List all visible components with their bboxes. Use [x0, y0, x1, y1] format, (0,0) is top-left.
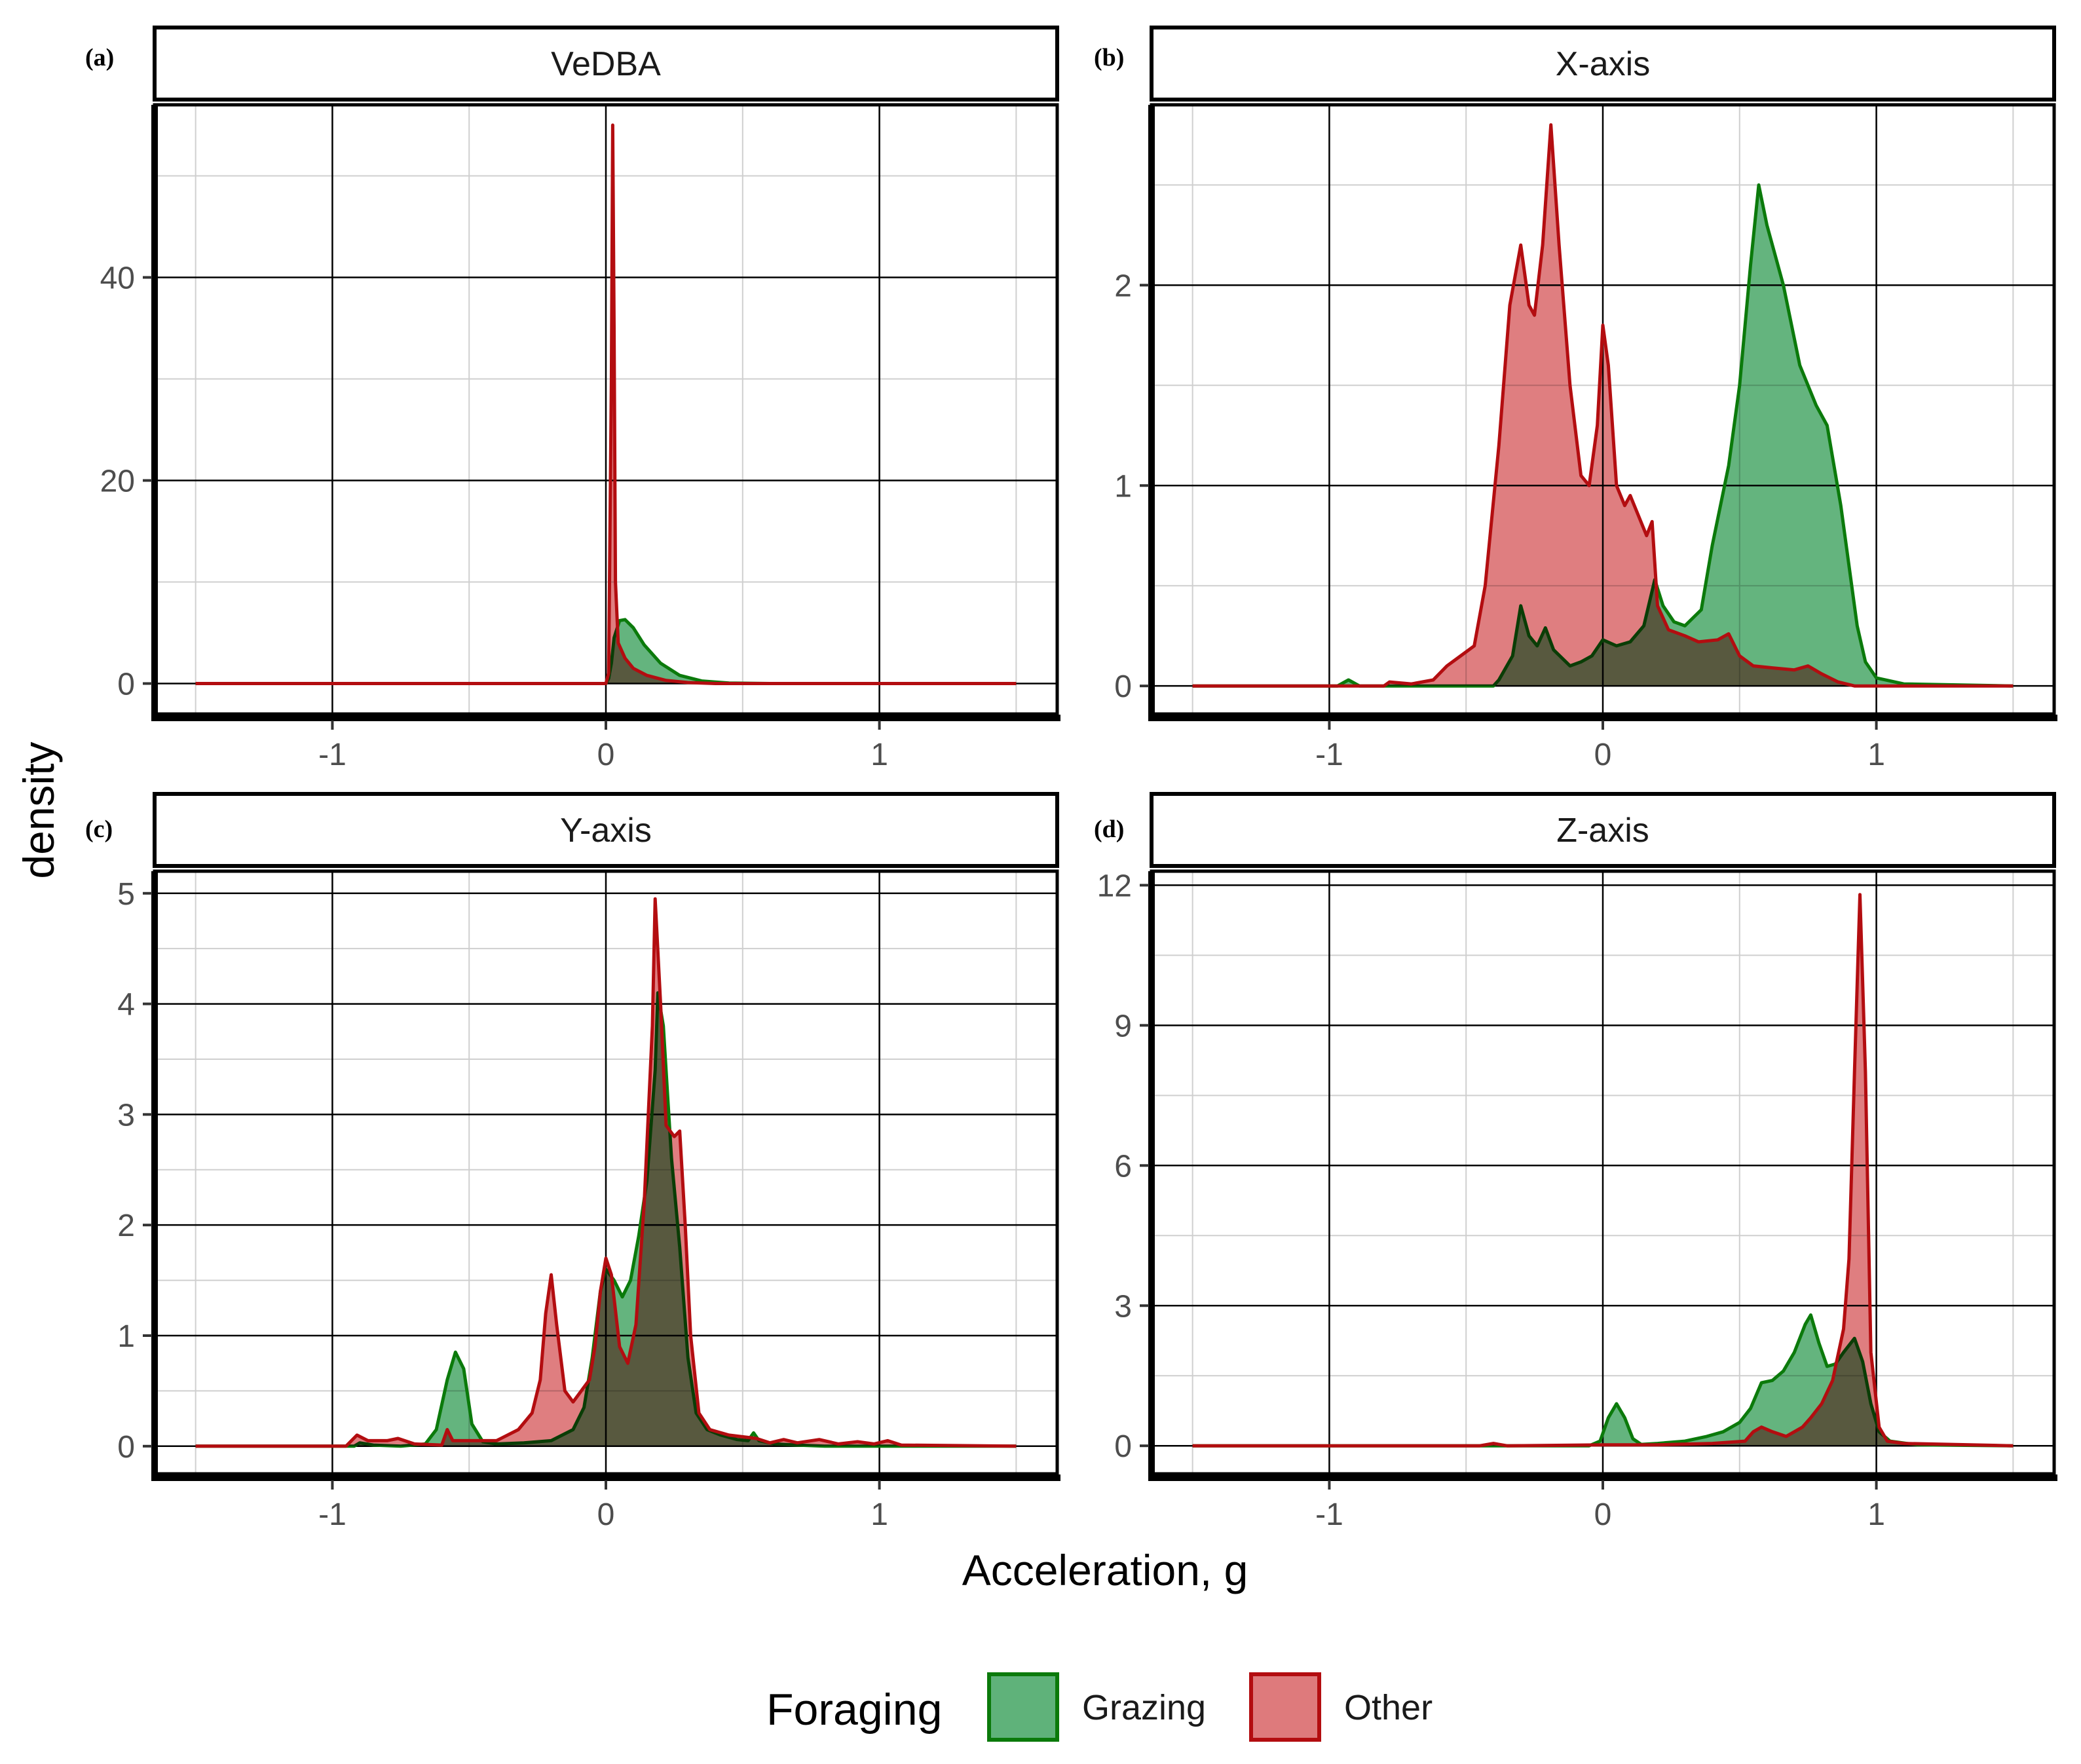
density-line-other — [195, 897, 1017, 1448]
strip — [153, 26, 1059, 102]
density-area-other — [1192, 124, 2014, 686]
y-tick-label: 1 — [1114, 469, 1132, 504]
y-tick-label: 0 — [117, 1430, 135, 1465]
x-axis-title: Acceleration, g — [962, 1546, 1248, 1594]
x-tick-label: -1 — [318, 1497, 347, 1532]
y-tick-label: 4 — [117, 988, 135, 1023]
y-tick-label: 0 — [1114, 669, 1132, 704]
strip-title: VeDBA — [551, 45, 661, 83]
panel-3: (c) Y-axis -1 0 1 0 1 2 3 4 5 — [85, 792, 1060, 1532]
density-area-grazing — [1192, 1315, 2014, 1446]
legend-label-other: Other — [1344, 1688, 1433, 1727]
y-tick-label: 0 — [1114, 1429, 1132, 1464]
grid — [1152, 871, 2054, 1474]
density-area-grazing — [1192, 185, 2014, 686]
y-tick-label: 20 — [100, 464, 135, 499]
y-tick-label: 9 — [1114, 1009, 1132, 1043]
strip — [1150, 26, 2056, 102]
y-tick-label: 40 — [100, 261, 135, 296]
x-tick-label: 0 — [597, 738, 615, 772]
y-tick-label: 2 — [117, 1209, 135, 1243]
panel-2: (b) X-axis -1 0 1 0 1 2 — [1094, 26, 2057, 772]
x-tick-label: 1 — [1867, 738, 1885, 772]
x-tick-label: 0 — [1594, 738, 1612, 772]
y-axis-title: density — [14, 741, 63, 878]
strip — [153, 792, 1059, 868]
x-tick-label: 1 — [1867, 1497, 1885, 1532]
legend-label-grazing: Grazing — [1082, 1688, 1206, 1727]
y-tick-label: 1 — [117, 1319, 135, 1354]
panel-tag: (d) — [1094, 816, 1124, 843]
density-line-other — [195, 123, 1017, 685]
x-tick-label: 0 — [597, 1497, 615, 1532]
strip — [1150, 792, 2056, 868]
density-line-other — [1192, 893, 2014, 1448]
legend-key-grazing — [987, 1672, 1059, 1742]
strip-title: Y-axis — [560, 812, 652, 850]
y-tick-label: 5 — [117, 877, 135, 912]
x-tick-label: -1 — [1315, 1497, 1343, 1532]
grid — [155, 105, 1057, 714]
y-tick-label: 0 — [117, 667, 135, 702]
legend: Foraging Grazing Other — [766, 1672, 1433, 1742]
x-tick-label: 1 — [871, 1497, 888, 1532]
density-line-other — [1192, 123, 2014, 688]
strip-title: X-axis — [1556, 45, 1650, 83]
panel-tag: (b) — [1094, 44, 1124, 71]
x-tick-label: -1 — [318, 738, 347, 772]
x-tick-label: 1 — [871, 738, 888, 772]
x-tick-label: -1 — [1315, 738, 1343, 772]
panel-tag: (c) — [85, 816, 113, 843]
y-tick-label: 12 — [1097, 869, 1132, 903]
x-tick-label: 0 — [1594, 1497, 1612, 1532]
y-tick-label: 6 — [1114, 1149, 1132, 1184]
strip-title: Z-axis — [1556, 812, 1649, 850]
legend-key-other — [1249, 1672, 1321, 1742]
density-area-other — [195, 899, 1017, 1446]
y-tick-label: 3 — [117, 1098, 135, 1133]
y-tick-label: 3 — [1114, 1289, 1132, 1324]
panel-tag: (a) — [85, 44, 114, 71]
panel-4: (d) Z-axis -1 0 1 0 3 6 9 12 — [1094, 792, 2057, 1532]
legend-title: Foraging — [766, 1685, 942, 1735]
y-tick-label: 2 — [1114, 269, 1132, 303]
